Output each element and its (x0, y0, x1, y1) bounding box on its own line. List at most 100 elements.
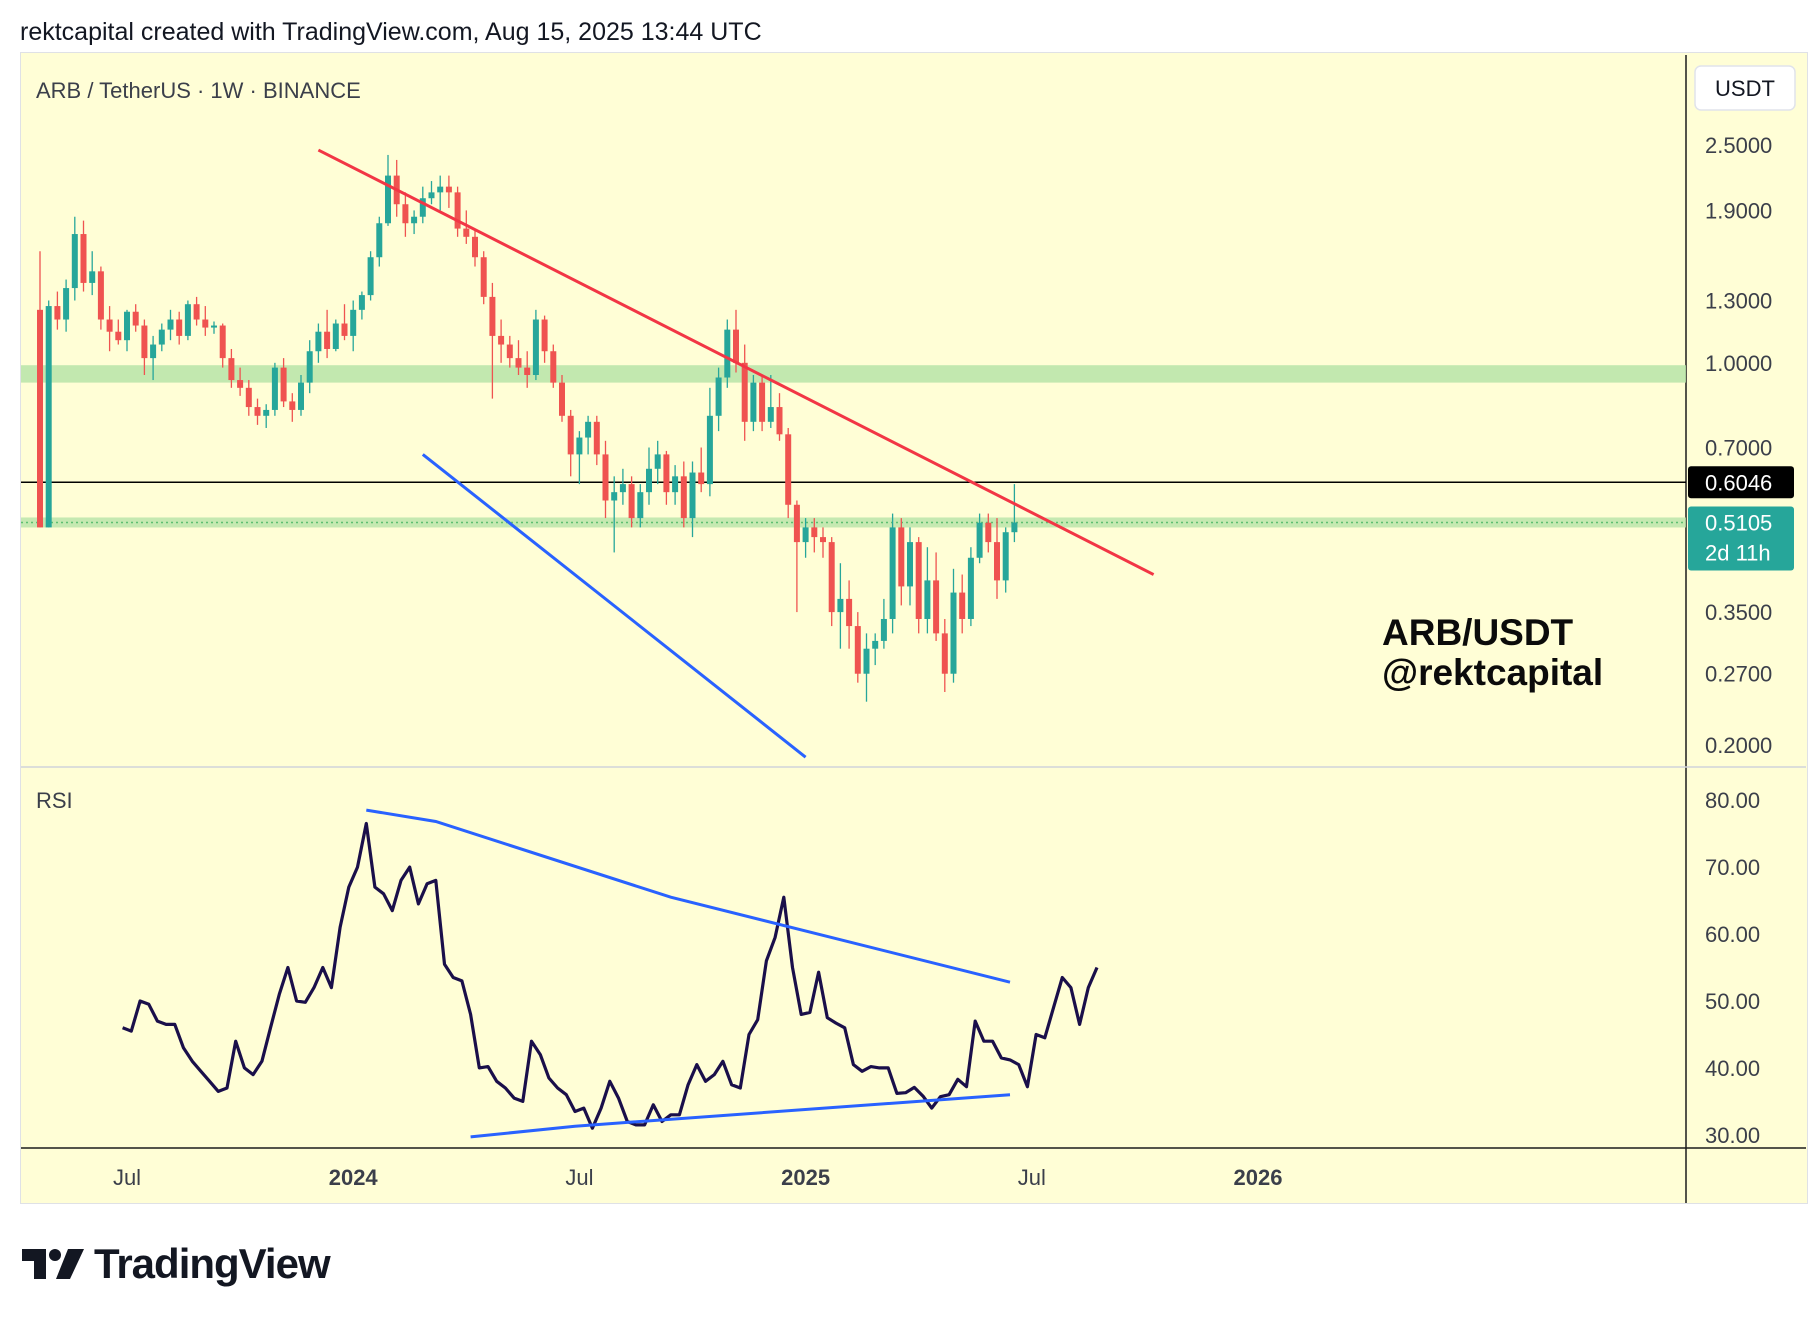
candle[interactable] (698, 472, 705, 485)
support-trendline[interactable] (421, 453, 807, 759)
candle[interactable] (837, 598, 844, 613)
candle[interactable] (933, 580, 940, 634)
candle[interactable] (228, 358, 235, 381)
candle[interactable] (402, 204, 409, 224)
candle[interactable] (785, 434, 792, 505)
candle[interactable] (872, 640, 879, 649)
candle[interactable] (741, 362, 748, 422)
candle[interactable] (828, 542, 835, 613)
candle[interactable] (219, 325, 226, 359)
candle[interactable] (880, 618, 887, 641)
candle[interactable] (89, 271, 96, 283)
candle[interactable] (498, 335, 505, 345)
candle[interactable] (367, 257, 374, 296)
candle[interactable] (445, 186, 452, 193)
candle[interactable] (298, 382, 304, 410)
candle[interactable] (37, 309, 43, 528)
candle[interactable] (80, 234, 87, 283)
candle[interactable] (254, 407, 261, 416)
candle[interactable] (950, 592, 957, 674)
candle[interactable] (576, 437, 583, 455)
candle[interactable] (472, 236, 478, 258)
candle[interactable] (71, 234, 78, 289)
candle[interactable] (184, 304, 191, 336)
rsi-lower-trendline[interactable] (470, 1093, 1011, 1139)
candle[interactable] (689, 472, 696, 519)
candle[interactable] (976, 522, 983, 558)
candle[interactable] (619, 484, 626, 493)
candle[interactable] (176, 319, 183, 336)
candle[interactable] (532, 319, 539, 375)
candle[interactable] (237, 380, 244, 388)
candle[interactable] (585, 421, 592, 438)
candle[interactable] (289, 401, 296, 410)
candle[interactable] (202, 319, 209, 328)
candle[interactable] (759, 382, 766, 422)
candle[interactable] (376, 223, 383, 258)
candle[interactable] (1011, 522, 1018, 533)
candle[interactable] (332, 323, 339, 349)
candle[interactable] (889, 527, 896, 619)
rsi-upper-trendline[interactable] (366, 808, 1011, 984)
candle[interactable] (45, 306, 52, 528)
candle[interactable] (846, 598, 853, 627)
footer-logo[interactable]: TradingView (22, 1240, 331, 1288)
candle[interactable] (967, 557, 974, 619)
candle[interactable] (63, 288, 70, 320)
candle[interactable] (315, 331, 322, 352)
candle[interactable] (567, 415, 574, 455)
candle[interactable] (358, 295, 365, 310)
candle[interactable] (863, 648, 870, 674)
candle[interactable] (324, 331, 331, 349)
candle[interactable] (428, 192, 435, 199)
candle[interactable] (350, 309, 357, 336)
candle[interactable] (193, 304, 200, 320)
candle[interactable] (132, 311, 139, 326)
candle[interactable] (280, 367, 287, 402)
candle[interactable] (898, 527, 905, 587)
candle[interactable] (602, 454, 609, 501)
resistance-trendline[interactable] (317, 148, 1155, 576)
currency-button-label[interactable]: USDT (1715, 76, 1775, 101)
candle[interactable] (167, 319, 174, 330)
candle[interactable] (271, 367, 278, 410)
candle[interactable] (54, 306, 61, 320)
candle[interactable] (211, 325, 217, 328)
candle[interactable] (637, 492, 644, 519)
candle[interactable] (115, 331, 122, 341)
candle[interactable] (559, 382, 565, 416)
candle[interactable] (541, 319, 548, 352)
candle[interactable] (793, 504, 800, 543)
candle[interactable] (515, 358, 522, 368)
candle[interactable] (437, 186, 444, 193)
candle[interactable] (706, 415, 713, 485)
candle[interactable] (715, 377, 722, 416)
currency-button[interactable] (1694, 65, 1796, 111)
candle[interactable] (611, 492, 618, 501)
candle[interactable] (550, 351, 557, 383)
candle[interactable] (385, 175, 391, 224)
candle[interactable] (941, 633, 948, 674)
candle[interactable] (1002, 532, 1009, 581)
candle[interactable] (106, 319, 113, 332)
candle[interactable] (820, 537, 826, 543)
candle[interactable] (158, 329, 165, 345)
candle[interactable] (524, 367, 531, 375)
candle[interactable] (924, 580, 931, 619)
candle[interactable] (263, 409, 270, 416)
candle[interactable] (680, 476, 687, 519)
candle[interactable] (141, 325, 148, 359)
candle[interactable] (959, 592, 966, 619)
candle[interactable] (489, 296, 496, 336)
candle[interactable] (663, 454, 670, 493)
candle[interactable] (506, 344, 513, 359)
candle[interactable] (915, 542, 922, 619)
candle[interactable] (124, 311, 130, 341)
candle[interactable] (767, 407, 774, 422)
candle[interactable] (750, 382, 757, 422)
candle[interactable] (411, 216, 418, 224)
candle[interactable] (733, 329, 739, 363)
candle[interactable] (419, 198, 426, 217)
candle[interactable] (341, 323, 348, 336)
candle[interactable] (593, 421, 600, 455)
